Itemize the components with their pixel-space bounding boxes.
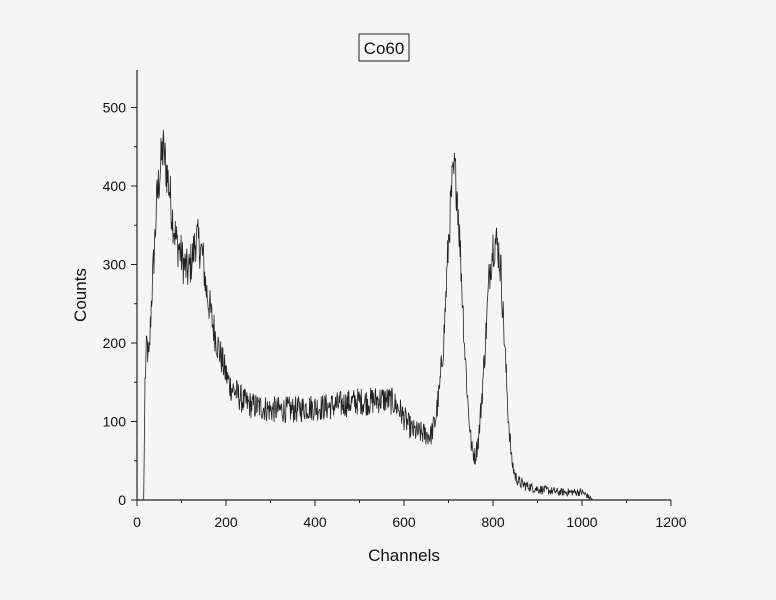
x-tick-label: 200 — [214, 514, 238, 530]
y-tick-label: 100 — [103, 414, 127, 430]
y-tick-label: 300 — [103, 257, 127, 273]
series-line — [143, 129, 594, 501]
y-ticks: 0 100 200 300 400 500 — [103, 100, 137, 508]
y-tick-label: 500 — [103, 100, 127, 116]
chart-title: Co60 — [364, 39, 405, 58]
x-tick-label: 400 — [303, 514, 327, 530]
y-tick-label: 400 — [103, 178, 127, 194]
x-axis-title: Channels — [368, 546, 440, 565]
x-tick-label: 600 — [392, 514, 416, 530]
y-axis-title: Counts — [71, 268, 90, 322]
x-tick-label: 1200 — [655, 514, 686, 530]
y-tick-label: 200 — [103, 335, 127, 351]
y-tick-label: 0 — [118, 492, 126, 508]
x-tick-label: 1000 — [566, 514, 597, 530]
chart-title-box — [358, 33, 410, 62]
x-ticks: 0 200 400 600 800 1000 1200 — [133, 500, 687, 530]
x-tick-label: 800 — [481, 514, 505, 530]
x-tick-label: 0 — [133, 514, 141, 530]
